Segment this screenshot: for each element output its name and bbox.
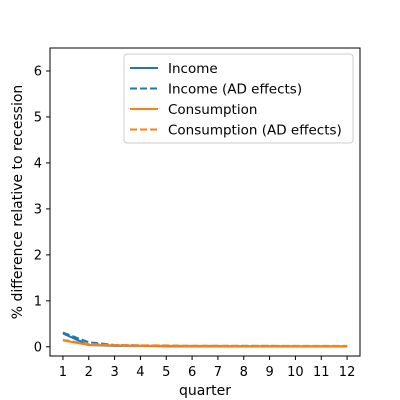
x-tick-label: 3 [110, 365, 118, 380]
y-tick-label: 4 [34, 156, 42, 171]
x-tick-label: 12 [339, 365, 356, 380]
x-tick-label: 10 [287, 365, 304, 380]
x-tick-label: 11 [313, 365, 330, 380]
x-axis-label: quarter [179, 383, 231, 399]
x-tick-label: 8 [240, 365, 248, 380]
x-tick-label: 1 [59, 365, 67, 380]
x-tick-label: 2 [85, 365, 93, 380]
x-tick-label: 4 [136, 365, 144, 380]
y-tick-label: 5 [34, 110, 42, 125]
plot-frame [49, 47, 361, 357]
y-tick-label: 1 [34, 294, 42, 309]
legend-label-1: Income [168, 61, 218, 77]
y-tick-label: 2 [34, 248, 42, 263]
x-tick-label: 7 [214, 365, 222, 380]
legend-box [123, 53, 354, 144]
series-line-4 [62, 338, 348, 347]
y-tick-label: 0 [34, 340, 42, 355]
y-axis: 0 1 2 3 4 5 6 [34, 64, 50, 355]
legend-label-2: Income (AD effects) [168, 82, 302, 98]
series-layer [62, 331, 348, 348]
x-tick-label: 5 [162, 365, 170, 380]
legend: Income Income (AD effects) Consumption Cons… [123, 53, 354, 144]
x-axis: 1 2 3 4 5 6 7 8 9 10 11 12 [59, 356, 356, 380]
legend-label-3: Consumption [168, 102, 257, 118]
y-tick-label: 6 [34, 64, 42, 79]
x-tick-label: 9 [265, 365, 273, 380]
y-axis-label: % difference relative to recession [10, 85, 26, 320]
y-tick-label: 3 [34, 202, 42, 217]
x-tick-label: 6 [188, 365, 196, 380]
legend-label-4: Consumption (AD effects) [168, 123, 342, 139]
